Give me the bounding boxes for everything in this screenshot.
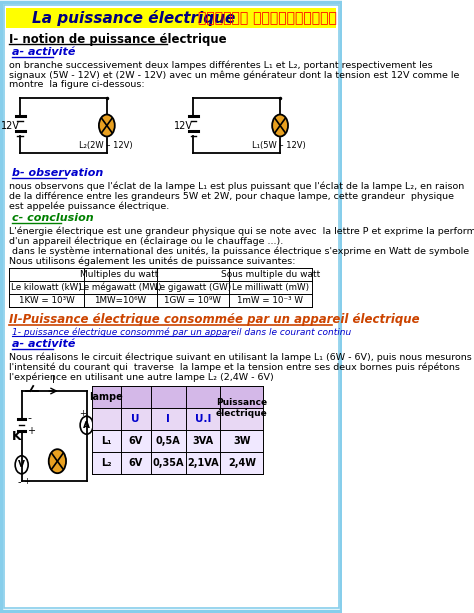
Text: +: + xyxy=(79,409,86,417)
Text: signaux (5W - 12V) et (2W - 12V) avec un même générateur dont la tension est 12V: signaux (5W - 12V) et (2W - 12V) avec un… xyxy=(9,70,459,80)
Text: L₁(5W – 12V): L₁(5W – 12V) xyxy=(252,140,306,150)
Text: 12V: 12V xyxy=(174,121,193,131)
Text: +: + xyxy=(27,426,36,436)
Text: a- activité: a- activité xyxy=(11,339,75,349)
Text: Le mégawatt (MW): Le mégawatt (MW) xyxy=(79,283,162,292)
Bar xyxy=(91,386,120,408)
Bar xyxy=(120,386,220,408)
Text: +: + xyxy=(23,477,30,485)
Circle shape xyxy=(15,456,28,474)
Text: Le milliwatt (mW): Le milliwatt (mW) xyxy=(232,283,309,292)
Text: U: U xyxy=(131,414,140,424)
Text: II-Puissance électrique consommée par un appareil électrique: II-Puissance électrique consommée par un… xyxy=(9,313,419,326)
Text: L₂(2W – 12V): L₂(2W – 12V) xyxy=(79,140,132,150)
Text: lampe: lampe xyxy=(89,392,123,402)
Text: Le kilowatt (kW): Le kilowatt (kW) xyxy=(11,283,82,292)
Text: d'un appareil électrique en (éclairage ou le chauffage ...).: d'un appareil électrique en (éclairage o… xyxy=(9,236,283,245)
Text: 6V: 6V xyxy=(128,436,143,446)
Text: l'intensité du courant qui  traverse  la lampe et la tension entre ses deux born: l'intensité du courant qui traverse la l… xyxy=(9,362,459,371)
Text: 1KW = 10³W: 1KW = 10³W xyxy=(18,296,74,305)
Text: Multiples du watt: Multiples du watt xyxy=(80,270,158,279)
Text: est appelée puissance électrique.: est appelée puissance électrique. xyxy=(9,201,169,210)
Circle shape xyxy=(272,115,288,137)
Circle shape xyxy=(49,449,66,473)
Text: -: - xyxy=(27,413,31,423)
Text: 3W: 3W xyxy=(233,436,251,446)
Text: Le gigawatt (GW): Le gigawatt (GW) xyxy=(155,283,231,292)
Text: nous observons que l'éclat de la lampe L₁ est plus puissant que l'éclat de la la: nous observons que l'éclat de la lampe L… xyxy=(9,181,464,191)
Text: a- activité: a- activité xyxy=(11,47,75,57)
Text: V: V xyxy=(18,460,25,470)
Bar xyxy=(6,8,337,28)
Text: Nous utilisons également les unités de puissance suivantes:: Nous utilisons également les unités de p… xyxy=(9,256,295,265)
Text: L₁: L₁ xyxy=(101,436,111,446)
Text: 0,5A: 0,5A xyxy=(156,436,181,446)
Text: I: I xyxy=(166,414,170,424)
Text: 3VA: 3VA xyxy=(192,436,213,446)
Text: montre  la figure ci-dessous:: montre la figure ci-dessous: xyxy=(9,80,144,89)
Text: L₂: L₂ xyxy=(101,458,111,468)
Text: c- conclusion: c- conclusion xyxy=(11,213,93,223)
Text: 0,35A: 0,35A xyxy=(153,458,184,468)
Text: A: A xyxy=(83,421,90,430)
Text: 6V: 6V xyxy=(128,458,143,468)
Text: L'énergie électrique est une grandeur physique qui se note avec  la lettre P et : L'énergie électrique est une grandeur ph… xyxy=(9,226,474,235)
Bar xyxy=(91,452,264,474)
Text: 1MW=10⁶W: 1MW=10⁶W xyxy=(94,296,146,305)
Bar xyxy=(91,430,264,452)
Text: b- observation: b- observation xyxy=(11,168,103,178)
Text: I- notion de puissance électrique: I- notion de puissance électrique xyxy=(9,33,226,46)
Text: القدرة الكهربائية: القدرة الكهربائية xyxy=(198,11,337,25)
Circle shape xyxy=(80,416,93,434)
Text: 12V: 12V xyxy=(0,121,19,131)
Text: 1- puissance électrique consommé par un appareil dans le courant continu: 1- puissance électrique consommé par un … xyxy=(11,327,351,337)
Text: l'expérience en utilisant une autre lampe L₂ (2,4W - 6V): l'expérience en utilisant une autre lamp… xyxy=(9,372,273,381)
Text: -: - xyxy=(18,477,21,487)
Text: 2,4W: 2,4W xyxy=(228,458,256,468)
Text: Nous réalisons le circuit électrique suivant en utilisant la lampe L₁ (6W - 6V),: Nous réalisons le circuit électrique sui… xyxy=(9,352,472,362)
Text: I: I xyxy=(52,375,55,385)
Text: Sous multiple du watt: Sous multiple du watt xyxy=(221,270,320,279)
Bar xyxy=(220,386,264,430)
Text: dans le système international des unités, la puissance électrique s'exprime en W: dans le système international des unités… xyxy=(9,246,474,256)
Text: La puissance électrique: La puissance électrique xyxy=(32,10,235,26)
Text: Puissance
électrique: Puissance électrique xyxy=(216,398,268,418)
Text: 1mW = 10⁻³ W: 1mW = 10⁻³ W xyxy=(237,296,303,305)
Text: K: K xyxy=(11,430,21,443)
Text: U.I: U.I xyxy=(195,414,211,424)
Bar xyxy=(91,408,264,430)
Text: 1GW = 10⁹W: 1GW = 10⁹W xyxy=(164,296,221,305)
Circle shape xyxy=(99,115,115,137)
Text: 2,1VA: 2,1VA xyxy=(187,458,219,468)
Text: de la différence entre les grandeurs 5W et 2W, pour chaque lampe, cette grandeur: de la différence entre les grandeurs 5W … xyxy=(9,191,454,200)
Text: on branche successivement deux lampes différentes L₁ et L₂, portant respectiveme: on branche successivement deux lampes di… xyxy=(9,60,432,69)
